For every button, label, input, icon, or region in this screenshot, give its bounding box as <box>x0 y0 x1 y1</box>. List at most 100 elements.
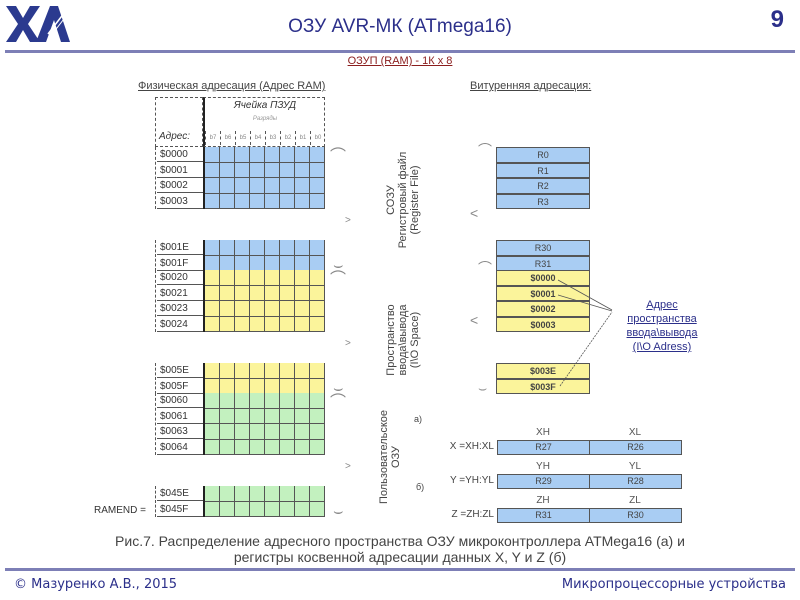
address-cell: $001E <box>157 240 203 255</box>
physical-heading: Физическая адресация (Адрес RAM) <box>138 80 326 92</box>
bit-cell <box>205 486 220 502</box>
pointer-line <box>557 279 613 311</box>
io-address-note: Адрес пространства ввода\вывода (I\O Adr… <box>612 298 712 354</box>
bit-cell <box>250 363 265 379</box>
logo <box>6 4 71 44</box>
bit-cell <box>220 439 235 455</box>
bit-cell <box>205 301 220 317</box>
high-byte-label: XH <box>536 427 550 438</box>
memory-row <box>203 178 325 194</box>
address-cell: $0020 <box>157 270 203 285</box>
bit-cell <box>310 147 325 163</box>
ramend-label: RAMEND = <box>94 505 146 516</box>
bit-label: b7 <box>205 131 220 145</box>
bit-cell <box>205 363 220 379</box>
pointer-line <box>557 294 613 312</box>
low-byte-label: ZL <box>629 495 641 506</box>
io-register-cell: $0000 <box>496 270 590 286</box>
bit-cell <box>235 439 250 455</box>
io-note-line-2: пространства <box>627 313 697 325</box>
register-cell: R3 <box>496 193 590 209</box>
bit-label: b1 <box>295 131 310 145</box>
brace-icon: ⌣ <box>333 257 344 274</box>
bit-cell <box>205 162 220 178</box>
io-register-cell: $003F <box>496 378 590 394</box>
label-b: б) <box>416 482 425 492</box>
memory-row <box>203 255 325 271</box>
bit-cell <box>265 301 280 317</box>
bit-cell <box>310 162 325 178</box>
low-register: R26 <box>589 440 682 455</box>
bit-cell <box>310 408 325 424</box>
bit-cell <box>235 162 250 178</box>
caption-line-1: Рис.7. Распределение адресного пространс… <box>115 533 685 549</box>
bit-cell <box>235 240 250 256</box>
cell-label: Ячейка ПЗУД <box>233 100 297 111</box>
bit-cell <box>265 424 280 440</box>
bit-cell <box>280 501 295 517</box>
memory-row <box>203 285 325 301</box>
bit-cell <box>205 408 220 424</box>
address-cell: $0060 <box>157 393 203 408</box>
brace-icon: < <box>470 312 479 328</box>
bit-cell <box>205 147 220 163</box>
address-cell: $0023 <box>157 301 203 316</box>
address-column-border <box>155 240 204 271</box>
bit-cell <box>220 424 235 440</box>
bit-cell <box>205 439 220 455</box>
memory-row <box>203 270 325 286</box>
bit-cell <box>280 240 295 256</box>
footer-course: Микропроцессорные устройства <box>561 577 786 592</box>
address-cell: $005F <box>157 379 203 394</box>
bit-cell <box>310 301 325 317</box>
address-column-border <box>155 486 204 517</box>
address-cell: $0021 <box>157 286 203 301</box>
bit-cell <box>250 147 265 163</box>
bit-cell <box>250 316 265 332</box>
memory-row <box>203 316 325 332</box>
bit-cell <box>280 408 295 424</box>
high-register: R27 <box>497 440 590 455</box>
bit-cell <box>265 439 280 455</box>
bit-cell <box>220 363 235 379</box>
slide-title: ОЗУ AVR-МК (ATmega16) <box>288 16 512 37</box>
bit-cell <box>205 240 220 256</box>
bit-cell <box>295 301 310 317</box>
memory-row <box>203 162 325 178</box>
header-divider <box>5 50 795 53</box>
bit-cell <box>295 316 310 332</box>
address-cell: $0024 <box>157 317 203 332</box>
bit-cell <box>265 270 280 286</box>
bit-cell <box>295 501 310 517</box>
register-cell: R2 <box>496 178 590 194</box>
high-byte-label: YH <box>536 461 550 472</box>
bit-cell <box>220 162 235 178</box>
bit-cell <box>295 240 310 256</box>
register-cell: R30 <box>496 240 590 256</box>
io-register-cell: $0002 <box>496 301 590 317</box>
bit-cell <box>250 270 265 286</box>
high-register: R29 <box>497 474 590 489</box>
bit-cell <box>280 147 295 163</box>
bit-cell <box>280 178 295 194</box>
bit-cell <box>265 363 280 379</box>
bit-cell <box>280 316 295 332</box>
bit-cell <box>235 486 250 502</box>
brace-icon: ⌒ <box>478 260 492 276</box>
bit-cell <box>295 363 310 379</box>
address-cell: $0064 <box>157 440 203 455</box>
bit-cell <box>265 486 280 502</box>
bit-cell <box>220 316 235 332</box>
bit-cell <box>310 285 325 301</box>
bit-cell <box>310 393 325 409</box>
bit-label: b6 <box>220 131 235 145</box>
bit-cell <box>220 240 235 256</box>
address-cell: $0003 <box>157 194 203 209</box>
bit-cell <box>265 316 280 332</box>
memory-row <box>203 363 325 379</box>
bit-cell <box>295 178 310 194</box>
bit-cell <box>280 162 295 178</box>
bit-cell <box>280 270 295 286</box>
bit-cell <box>265 285 280 301</box>
